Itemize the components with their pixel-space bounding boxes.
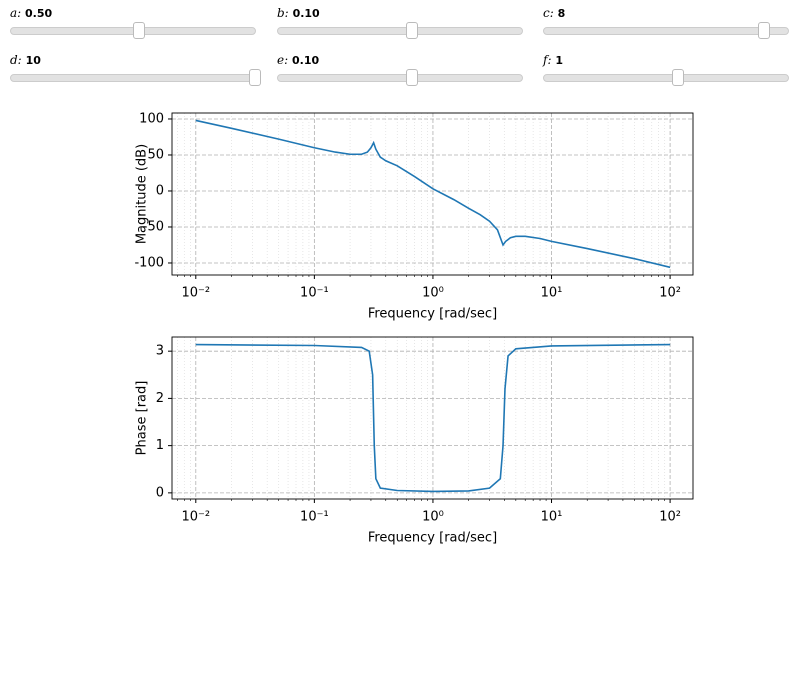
- y-tick-label: 1: [156, 438, 164, 453]
- axes-frame: [171, 336, 694, 500]
- slider-name: e:: [277, 53, 289, 67]
- slider[interactable]: e: 0.10: [277, 47, 524, 87]
- slider-value: 0.10: [292, 7, 320, 20]
- slider[interactable]: f: 1: [543, 47, 790, 87]
- slider-knob[interactable]: [672, 69, 684, 86]
- slider-knob[interactable]: [758, 22, 770, 39]
- slider-name: f:: [543, 53, 552, 67]
- slider-label: b: 0.10: [277, 6, 320, 20]
- slider-label: c: 8: [543, 6, 565, 20]
- plot: 10⁻² 10⁻¹ 10⁰ 10¹ 10² 0 1 2 3 Frequency [rad/sec]…: [135, 336, 694, 546]
- slider-knob[interactable]: [406, 22, 418, 39]
- slider-label: f: 1: [543, 53, 563, 67]
- x-tick-label: 10⁻¹: [300, 510, 329, 525]
- y-tick-label: 100: [139, 111, 164, 126]
- slider-value: 10: [25, 54, 41, 67]
- y-tick-label: 0: [156, 183, 164, 198]
- slider-name: a:: [10, 6, 22, 20]
- x-axis-label: Frequency [rad/sec]: [368, 307, 497, 322]
- y-tick-label: -50: [143, 219, 164, 234]
- slider-track[interactable]: [277, 74, 523, 82]
- x-tick-label: 10⁻²: [181, 286, 210, 301]
- y-axis-label: Magnitude (dB): [135, 144, 150, 244]
- slider-track[interactable]: [277, 27, 523, 35]
- slider-track[interactable]: [543, 27, 789, 35]
- x-tick-label: 10¹: [541, 510, 563, 525]
- slider-name: d:: [10, 53, 22, 67]
- y-tick-label: -100: [134, 255, 164, 270]
- slider-name: c:: [543, 6, 554, 20]
- x-axis-label: Frequency [rad/sec]: [368, 531, 497, 546]
- slider-knob[interactable]: [406, 69, 418, 86]
- slider-label: d: 10: [10, 53, 41, 67]
- slider[interactable]: a: 0.50: [10, 0, 257, 40]
- line: [195, 343, 671, 493]
- slider-value: 8: [557, 7, 566, 20]
- y-tick-label: 3: [156, 344, 164, 359]
- line: [195, 119, 671, 269]
- y-tick-label: 50: [147, 147, 164, 162]
- x-tick-label: 10²: [659, 286, 681, 301]
- slider[interactable]: c: 8: [543, 0, 790, 40]
- slider-value: 1: [555, 54, 563, 67]
- y-axis-label: Phase [rad]: [135, 381, 150, 456]
- x-tick-label: 10¹: [541, 286, 563, 301]
- x-tick-label: 10⁰: [422, 510, 444, 525]
- y-tick-label: 2: [156, 391, 164, 406]
- slider[interactable]: b: 0.10: [277, 0, 524, 40]
- x-tick-label: 10⁻¹: [300, 286, 329, 301]
- slider-knob[interactable]: [133, 22, 145, 39]
- axes-frame: [171, 112, 694, 276]
- slider-track[interactable]: [543, 74, 789, 82]
- slider-knob[interactable]: [249, 69, 261, 86]
- y-tick-label: 0: [156, 485, 164, 500]
- slider[interactable]: d: 10: [10, 47, 261, 87]
- slider-value: 0.10: [291, 54, 320, 67]
- slider-label: e: 0.10: [277, 53, 319, 67]
- x-tick-label: 10⁰: [422, 286, 444, 301]
- plot: 10⁻² 10⁻¹ 10⁰ 10¹ 10² -100 -50 0 50 100 Frequency …: [134, 111, 694, 322]
- slider-name: b:: [277, 6, 289, 20]
- slider-value: 0.50: [25, 7, 53, 20]
- x-tick-label: 10²: [659, 510, 681, 525]
- x-tick-label: 10⁻²: [181, 510, 210, 525]
- slider-label: a: 0.50: [10, 6, 52, 20]
